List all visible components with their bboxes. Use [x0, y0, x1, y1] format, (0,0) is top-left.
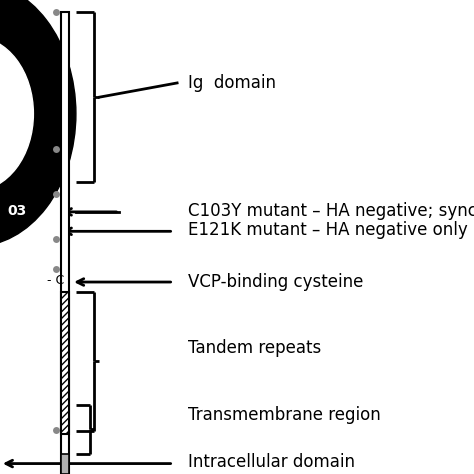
Text: 03: 03: [7, 204, 27, 218]
Circle shape: [0, 0, 76, 246]
Text: C103Y mutant – HA negative; sync: C103Y mutant – HA negative; sync: [188, 202, 474, 220]
Text: Ig  domain: Ig domain: [188, 74, 276, 92]
Bar: [61, 12, 69, 474]
Text: E121K mutant – HA negative only: E121K mutant – HA negative only: [188, 221, 468, 239]
Circle shape: [0, 37, 33, 191]
Text: Intracellular domain: Intracellular domain: [188, 453, 355, 471]
Text: Transmembrane region: Transmembrane region: [188, 406, 381, 424]
Bar: [61, 454, 69, 474]
Text: VCP-binding cysteine: VCP-binding cysteine: [188, 273, 364, 291]
Text: Tandem repeats: Tandem repeats: [188, 339, 321, 357]
Text: - C: - C: [47, 274, 64, 287]
Bar: [61, 292, 69, 434]
